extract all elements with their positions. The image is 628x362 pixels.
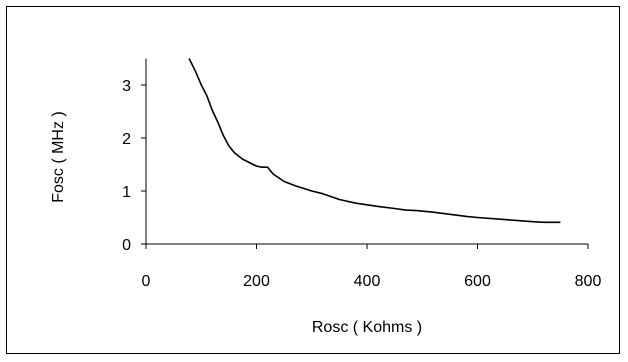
chart-svg: 0 200 400 600 800 0 1 2 3 Rosc ( Kohms ) Fosc (… bbox=[50, 58, 602, 336]
x-tick-label: 600 bbox=[464, 273, 491, 290]
x-tick-label: 0 bbox=[142, 273, 151, 290]
y-tick-label: 1 bbox=[122, 184, 131, 201]
series-line bbox=[188, 58, 561, 224]
y-tick-label: 3 bbox=[122, 78, 131, 95]
y-tick-label: 2 bbox=[122, 131, 131, 148]
x-axis-label: Rosc ( Kohms ) bbox=[312, 319, 422, 336]
y-axis-label: Fosc ( MHz ) bbox=[50, 111, 67, 203]
x-tick-label: 800 bbox=[575, 273, 602, 290]
x-ticks-group: 0 200 400 600 800 bbox=[142, 244, 602, 290]
y-ticks-group: 0 1 2 3 bbox=[122, 78, 146, 254]
x-tick-label: 400 bbox=[354, 273, 381, 290]
x-tick-label: 200 bbox=[243, 273, 270, 290]
chart-frame: 0 200 400 600 800 0 1 2 3 Rosc ( Kohms ) Fosc (… bbox=[6, 6, 620, 354]
y-tick-label: 0 bbox=[122, 237, 131, 254]
